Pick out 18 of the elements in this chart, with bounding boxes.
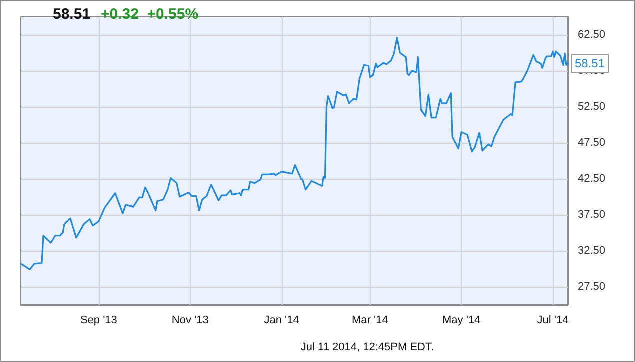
x-tick-label: Nov '13 (172, 314, 209, 326)
line-series (20, 37, 569, 271)
y-tick-label: 62.50 (578, 29, 606, 41)
x-tick-label: Sep '13 (80, 314, 118, 326)
text: Jul 11 2014, 12:45PM EDT. (300, 342, 434, 354)
x-tick-label: Mar '14 (352, 314, 388, 326)
y-tick-label: 52.50 (578, 101, 606, 113)
y-tick-label: 47.50 (578, 137, 606, 149)
y-tick-label: 27.50 (578, 281, 606, 293)
chart-subtitle: +0.32 +0.55% (101, 6, 199, 23)
y-tick-label: 32.50 (578, 245, 606, 257)
x-tick-label: Jan '14 (264, 314, 300, 326)
x-tick-label: May '14 (442, 314, 481, 326)
x-tick-label: Jul '14 (537, 314, 569, 326)
y-tick-label: 42.50 (578, 173, 606, 185)
data-label: 58.51 (575, 56, 606, 71)
y-tick-label: 37.50 (578, 209, 606, 221)
chart-title: 58.51 (53, 6, 91, 23)
